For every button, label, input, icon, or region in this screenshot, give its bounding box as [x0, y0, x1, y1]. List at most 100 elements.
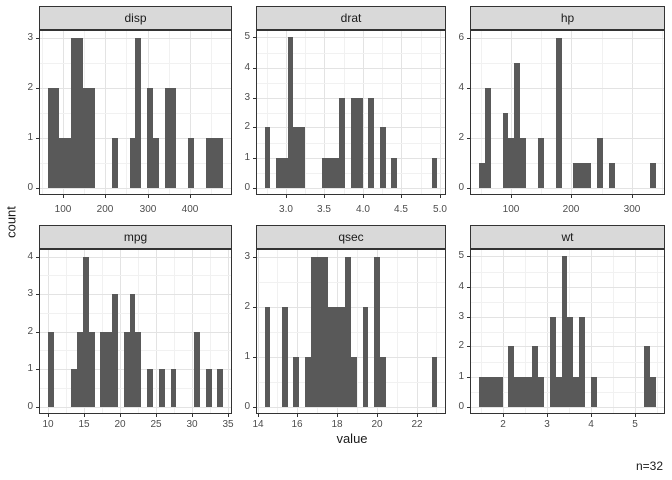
- x-gridline-minor: [436, 249, 437, 414]
- facet-strip-label-hp: hp: [560, 11, 575, 25]
- histogram-bar: [288, 37, 293, 188]
- histogram-bar: [328, 158, 334, 188]
- histogram-bar: [526, 377, 532, 407]
- histogram-bar: [71, 369, 77, 407]
- x-tick-mark: [511, 195, 512, 198]
- y-tick-mark: [467, 188, 470, 189]
- y-tick-mark: [36, 88, 39, 89]
- y-tick-mark: [36, 369, 39, 370]
- histogram-bar: [579, 163, 585, 188]
- x-tick-mark: [571, 195, 572, 198]
- histogram-bar: [339, 307, 345, 407]
- x-tick-label: 10: [42, 419, 54, 430]
- x-tick-mark: [228, 414, 229, 417]
- x-gridline-minor: [382, 30, 383, 195]
- y-tick-mark: [467, 287, 470, 288]
- x-gridline-major: [286, 30, 287, 195]
- y-gridline-minor: [39, 275, 232, 276]
- histogram-bar: [54, 88, 59, 188]
- x-tick-label: 25: [150, 419, 162, 430]
- histogram-bar: [591, 377, 597, 407]
- y-tick-label: 4: [458, 82, 464, 93]
- x-gridline-minor: [657, 249, 658, 414]
- histogram-bar: [282, 158, 288, 188]
- y-tick-mark: [36, 38, 39, 39]
- y-gridline-major: [256, 188, 446, 189]
- y-tick-mark: [253, 37, 256, 38]
- x-gridline-major: [635, 249, 636, 414]
- histogram-bar: [206, 138, 212, 188]
- y-gridline-minor: [470, 163, 665, 164]
- x-gridline-minor: [102, 249, 103, 414]
- histogram-bar: [520, 377, 526, 407]
- histogram-bar: [194, 332, 200, 407]
- x-gridline-minor: [481, 249, 482, 414]
- histogram-bar: [89, 332, 95, 407]
- y-gridline-major: [470, 287, 665, 288]
- y-tick-label: 2: [244, 121, 250, 132]
- x-tick-label: 5: [632, 419, 638, 430]
- x-gridline-major: [192, 249, 193, 414]
- y-tick-label: 2: [458, 132, 464, 143]
- x-tick-mark: [337, 414, 338, 417]
- y-tick-label: 0: [27, 182, 33, 193]
- y-tick-mark: [253, 357, 256, 358]
- y-tick-label: 0: [27, 401, 33, 412]
- y-gridline-major: [256, 307, 446, 308]
- histogram-bar: [322, 158, 328, 188]
- histogram-bar: [479, 163, 485, 188]
- histogram-bar: [100, 332, 106, 407]
- y-tick-label: 1: [458, 371, 464, 382]
- histogram-bar: [130, 294, 135, 407]
- y-gridline-major: [256, 68, 446, 69]
- y-axis-title: count: [3, 206, 19, 238]
- y-tick-mark: [36, 188, 39, 189]
- x-tick-label: 3.5: [317, 204, 331, 215]
- x-gridline-minor: [397, 249, 398, 414]
- histogram-bar: [508, 346, 514, 407]
- histogram-bar: [579, 317, 585, 407]
- histogram-bar: [112, 138, 118, 188]
- y-tick-mark: [253, 257, 256, 258]
- histogram-bar: [106, 332, 112, 407]
- y-gridline-minor: [256, 282, 446, 283]
- x-gridline-major: [440, 30, 441, 195]
- x-tick-mark: [547, 414, 548, 417]
- x-gridline-minor: [211, 30, 212, 195]
- y-tick-label: 0: [458, 401, 464, 412]
- x-tick-label: 22: [411, 419, 423, 430]
- x-gridline-major: [591, 249, 592, 414]
- x-tick-label: 300: [139, 204, 157, 215]
- x-gridline-major: [105, 30, 106, 195]
- y-gridline-major: [470, 188, 665, 189]
- x-tick-mark: [632, 195, 633, 198]
- x-tick-mark: [258, 414, 259, 417]
- y-tick-label: 3: [244, 251, 250, 262]
- x-tick-label: 2: [500, 419, 506, 430]
- y-gridline-major: [470, 88, 665, 89]
- x-tick-label: 20: [114, 419, 126, 430]
- histogram-bar: [171, 369, 176, 407]
- x-tick-label: 200: [96, 204, 114, 215]
- histogram-bar: [491, 377, 497, 407]
- x-tick-mark: [324, 195, 325, 198]
- y-tick-label: 0: [458, 182, 464, 193]
- histogram-bar: [391, 158, 397, 188]
- y-gridline-minor: [256, 332, 446, 333]
- histogram-bar: [556, 377, 562, 407]
- histogram-bar: [77, 332, 83, 407]
- x-gridline-major: [511, 30, 512, 195]
- histogram-bar: [597, 138, 603, 188]
- x-tick-label: 30: [186, 419, 198, 430]
- x-gridline-major: [48, 249, 49, 414]
- histogram-bar: [217, 138, 223, 188]
- y-gridline-major: [470, 138, 665, 139]
- histogram-bar: [562, 256, 567, 407]
- x-gridline-minor: [210, 249, 211, 414]
- x-tick-label: 20: [371, 419, 383, 430]
- y-tick-label: 6: [458, 32, 464, 43]
- y-gridline-major: [39, 188, 232, 189]
- histogram-bar: [77, 38, 83, 188]
- histogram-bar: [485, 88, 491, 188]
- y-tick-mark: [253, 158, 256, 159]
